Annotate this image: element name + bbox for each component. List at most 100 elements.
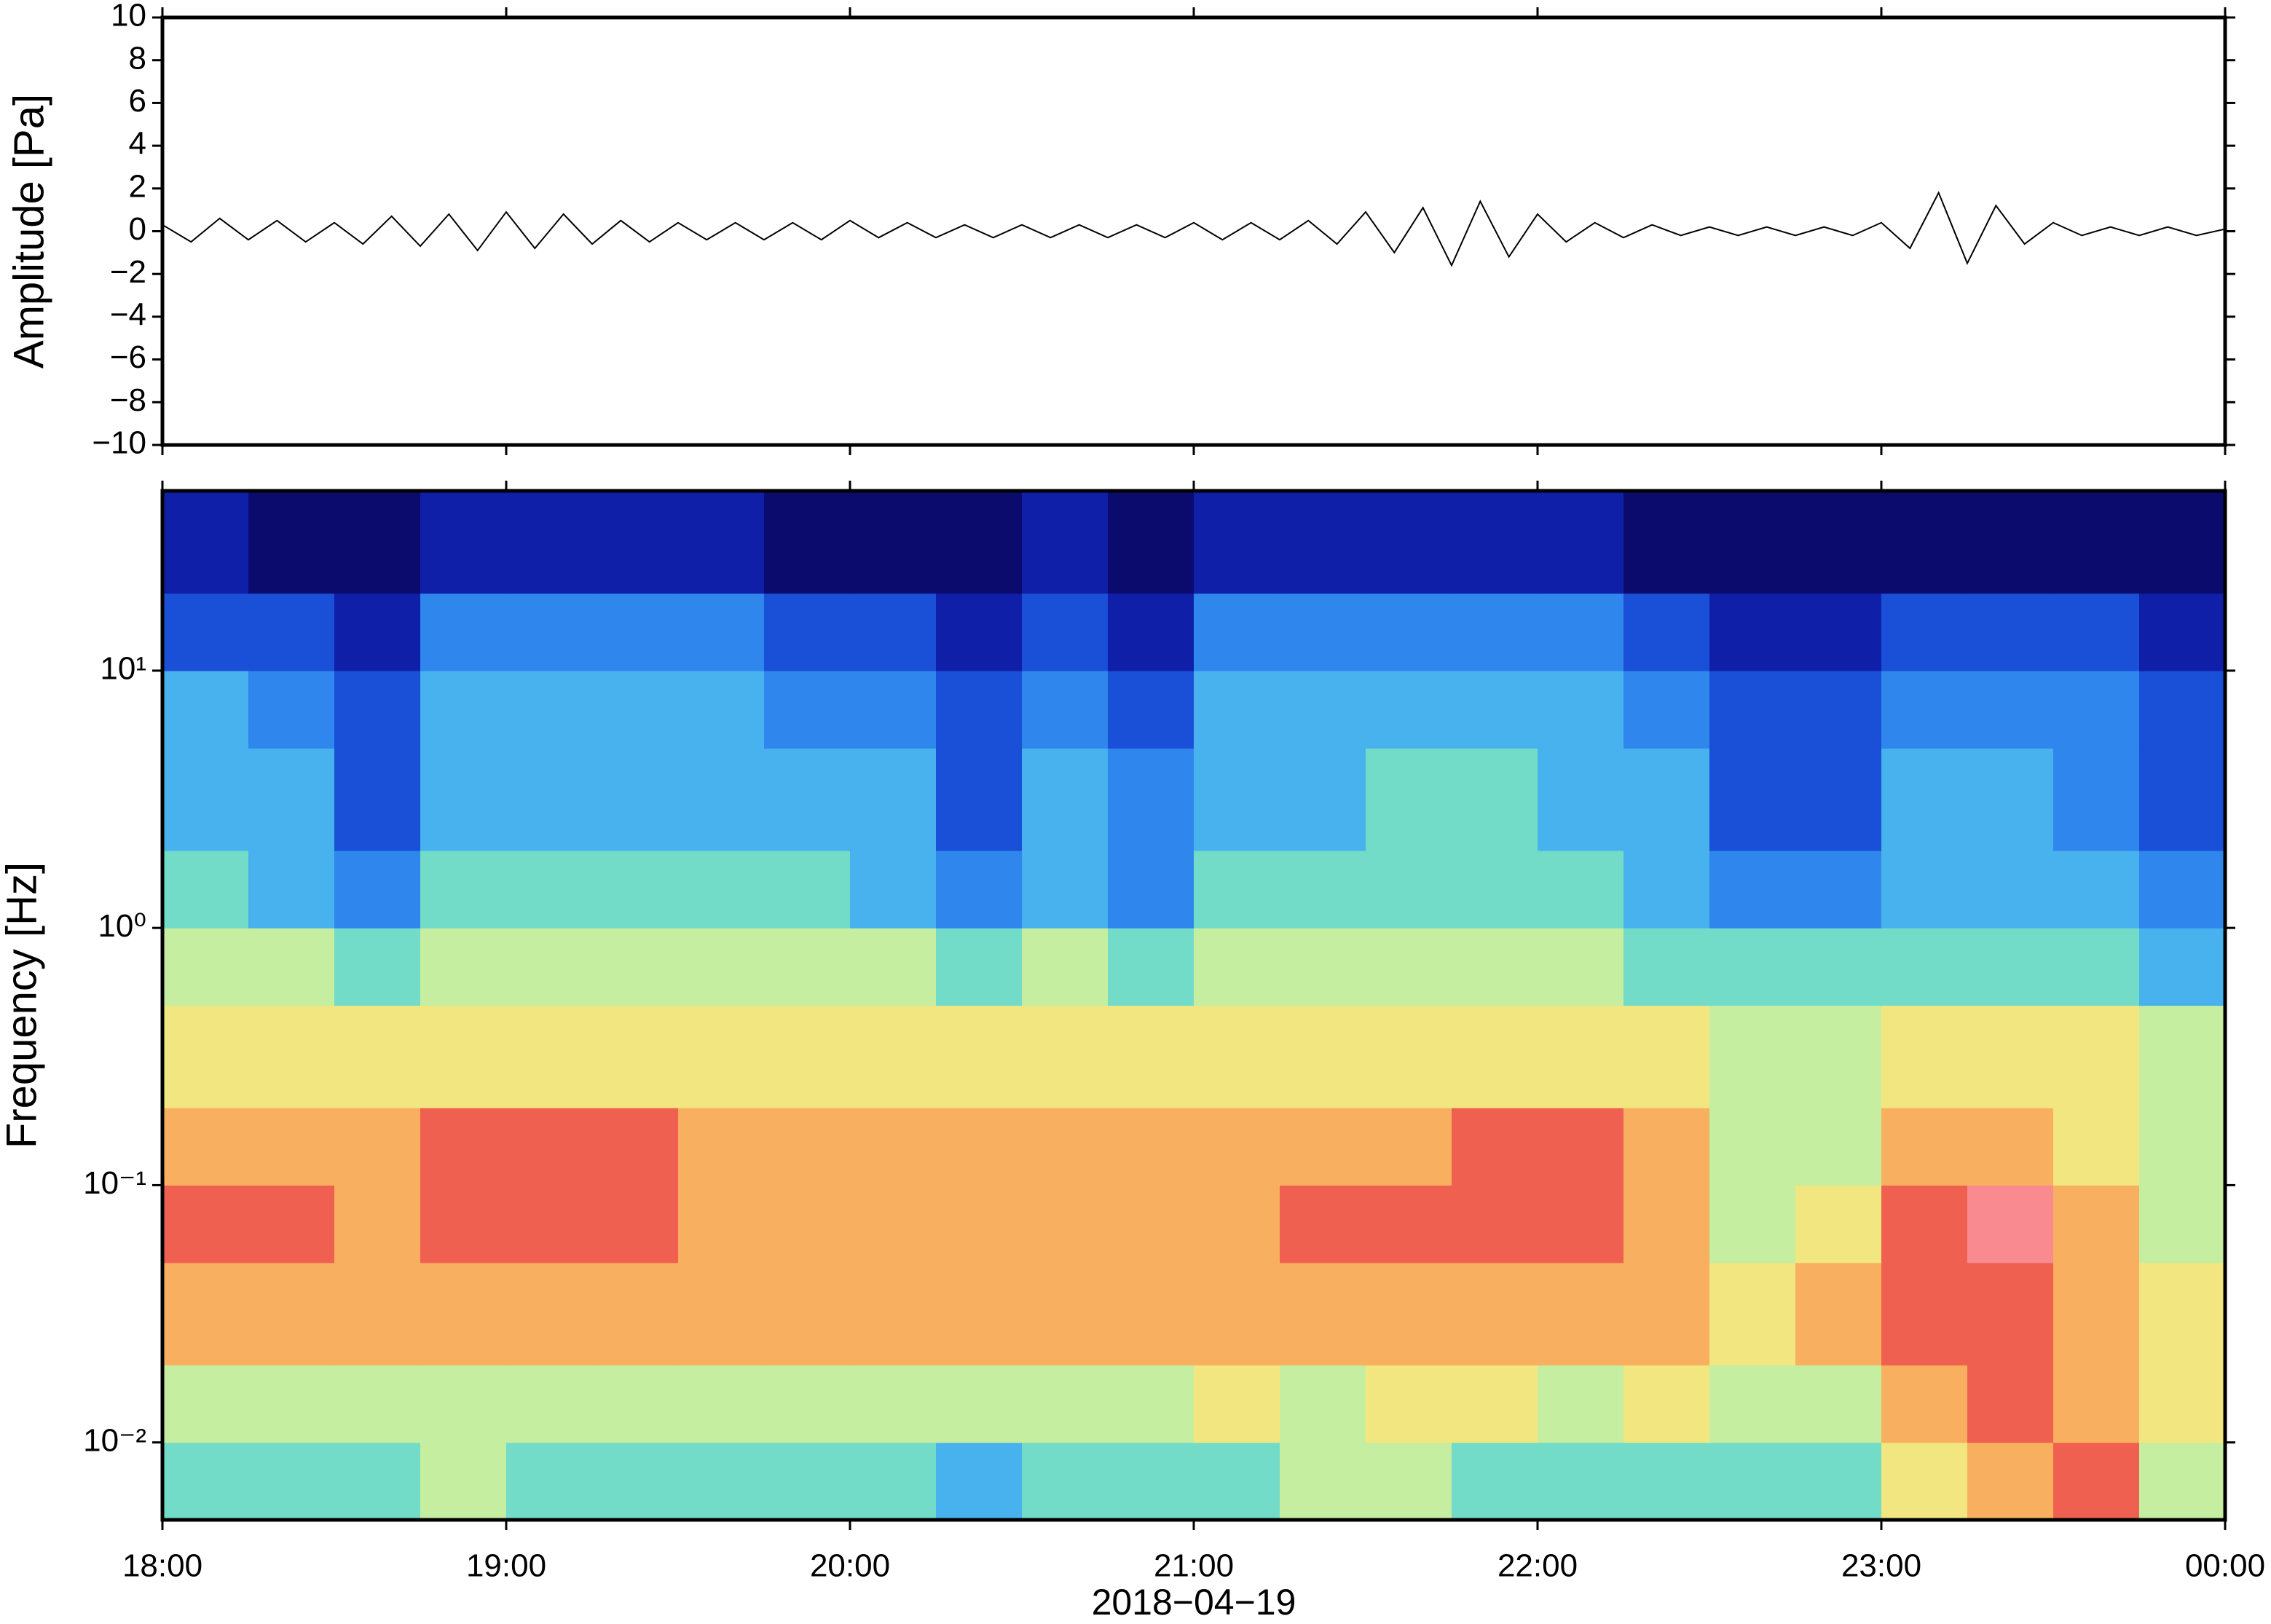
- heat-cell: [850, 491, 937, 594]
- heat-cell: [1108, 1365, 1194, 1443]
- heat-cell: [1452, 670, 1538, 749]
- heat-cell: [850, 1262, 937, 1365]
- heat-cell: [248, 748, 335, 851]
- heat-cell: [1795, 1442, 1882, 1521]
- heat-cell: [334, 1005, 421, 1108]
- heat-cell: [1366, 1262, 1452, 1365]
- heat-cell: [1452, 491, 1538, 594]
- y-axis-label: Frequency [Hz]: [0, 862, 45, 1148]
- heat-cell: [850, 670, 937, 749]
- heat-cell: [1108, 1442, 1194, 1521]
- heat-cell: [1881, 670, 1968, 749]
- heat-cell: [1194, 1442, 1280, 1521]
- heat-cell: [1366, 1005, 1452, 1108]
- heat-cell: [1967, 928, 2054, 1006]
- heat-cell: [936, 928, 1023, 1006]
- y-tick-label: −4: [110, 297, 146, 333]
- heat-cell: [1366, 748, 1452, 851]
- y-tick-label: 2: [129, 168, 146, 204]
- heat-cell: [592, 593, 679, 671]
- heat-cell: [1795, 491, 1882, 594]
- y-tick-label: 10⁻²: [83, 1422, 146, 1458]
- heat-cell: [1623, 1185, 1710, 1264]
- heat-cell: [936, 850, 1023, 929]
- heat-cell: [2139, 1108, 2226, 1186]
- heat-cell: [1194, 1262, 1280, 1365]
- heat-cell: [678, 1442, 765, 1521]
- heat-cell: [162, 1005, 249, 1108]
- heat-cell: [420, 850, 507, 929]
- heat-cell: [420, 593, 507, 671]
- heat-cell: [334, 1262, 421, 1365]
- heat-cell: [1452, 593, 1538, 671]
- heat-cell: [1795, 928, 1882, 1006]
- heat-cell: [1280, 1185, 1366, 1264]
- heat-cell: [936, 1108, 1023, 1186]
- heat-cell: [420, 1365, 507, 1443]
- heat-cell: [850, 593, 937, 671]
- heat-cell: [334, 928, 421, 1006]
- heat-cell: [592, 850, 679, 929]
- heat-cell: [592, 748, 679, 851]
- heat-cell: [1623, 670, 1710, 749]
- heat-cell: [1366, 670, 1452, 749]
- heat-cell: [1280, 491, 1366, 594]
- heat-cell: [162, 748, 249, 851]
- heat-cell: [764, 1365, 851, 1443]
- y-tick-label: 8: [129, 40, 146, 76]
- heat-cell: [1967, 1005, 2054, 1108]
- heat-cell: [1795, 1262, 1882, 1365]
- heat-cell: [1022, 850, 1109, 929]
- heat-cell: [2139, 593, 2226, 671]
- heat-cell: [1280, 1442, 1366, 1521]
- heat-cell: [1194, 748, 1280, 851]
- heat-cell: [1967, 1442, 2054, 1521]
- heat-cell: [420, 928, 507, 1006]
- heat-cell: [1881, 748, 1968, 851]
- heat-cell: [1795, 1365, 1882, 1443]
- heat-cell: [248, 491, 335, 594]
- heat-cell: [1108, 593, 1194, 671]
- heat-cell: [1538, 1185, 1624, 1264]
- heat-cell: [678, 1108, 765, 1186]
- heat-cell: [506, 1365, 593, 1443]
- heat-cell: [248, 1262, 335, 1365]
- heat-cell: [678, 748, 765, 851]
- heat-cell: [936, 1262, 1023, 1365]
- heat-cell: [850, 850, 937, 929]
- heat-cell: [506, 928, 593, 1006]
- heat-cell: [162, 1442, 249, 1521]
- heat-cell: [2139, 1005, 2226, 1108]
- y-tick-label: 10⁻¹: [83, 1165, 146, 1201]
- heat-cell: [1108, 1262, 1194, 1365]
- heat-cell: [592, 1108, 679, 1186]
- y-tick-label: 4: [129, 126, 146, 162]
- heat-cell: [248, 670, 335, 749]
- heat-cell: [850, 1365, 937, 1443]
- heat-cell: [678, 491, 765, 594]
- heat-cell: [592, 1185, 679, 1264]
- x-tick-label: 18:00: [122, 1548, 202, 1584]
- heat-cell: [678, 670, 765, 749]
- y-tick-label: 0: [129, 211, 146, 247]
- heat-cell: [1022, 1185, 1109, 1264]
- heat-cell: [1022, 593, 1109, 671]
- heat-cell: [592, 1442, 679, 1521]
- heat-cell: [1366, 1442, 1452, 1521]
- heat-cell: [162, 1262, 249, 1365]
- heat-cell: [1881, 850, 1968, 929]
- heat-cell: [1538, 928, 1624, 1006]
- heat-cell: [1623, 1262, 1710, 1365]
- heat-cell: [2053, 1442, 2140, 1521]
- heat-cell: [2053, 1262, 2140, 1365]
- heat-cell: [1194, 850, 1280, 929]
- heat-cell: [764, 670, 851, 749]
- heat-cell: [1881, 1005, 1968, 1108]
- heat-cell: [1881, 1365, 1968, 1443]
- y-axis-label: Amplitude [Pa]: [5, 94, 52, 368]
- heat-cell: [1881, 1108, 1968, 1186]
- heat-cell: [2139, 670, 2226, 749]
- heat-cell: [592, 670, 679, 749]
- heat-cell: [850, 1442, 937, 1521]
- heat-cell: [678, 928, 765, 1006]
